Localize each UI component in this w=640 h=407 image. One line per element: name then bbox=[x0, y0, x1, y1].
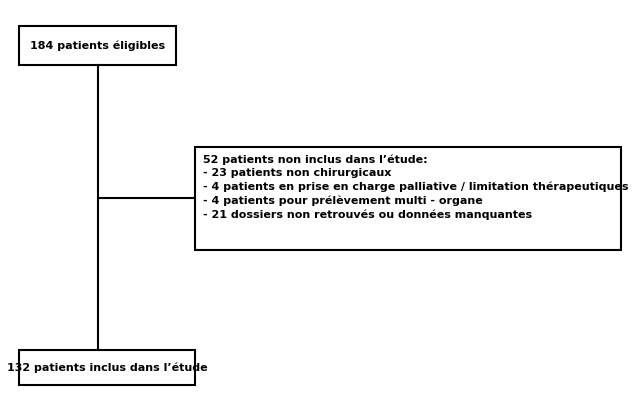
Text: 132 patients inclus dans l’étude: 132 patients inclus dans l’étude bbox=[7, 362, 207, 372]
FancyBboxPatch shape bbox=[19, 26, 176, 65]
FancyBboxPatch shape bbox=[195, 147, 621, 250]
FancyBboxPatch shape bbox=[19, 350, 195, 385]
Text: 52 patients non inclus dans l’étude:
- 23 patients non chirurgicaux
- 4 patients: 52 patients non inclus dans l’étude: - 2… bbox=[203, 155, 628, 220]
Text: 184 patients éligibles: 184 patients éligibles bbox=[30, 41, 165, 51]
